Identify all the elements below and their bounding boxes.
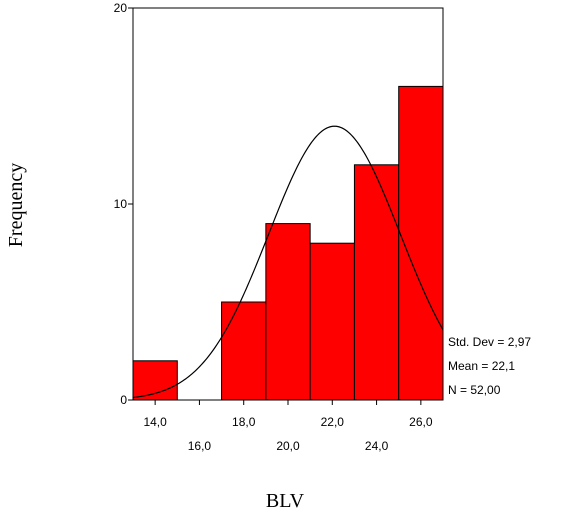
stat-label-2: N = 52,00 — [448, 383, 501, 397]
histogram-bar-0 — [132, 360, 178, 401]
x-axis-title: BLV — [266, 490, 305, 512]
statistics-block: Std. Dev = 2,97 Mean = 22,1 N = 52,00 — [448, 335, 531, 397]
x-tick-label-6: 26,0 — [409, 415, 433, 429]
y-tick-label-0: 0 — [120, 393, 127, 407]
histogram-bar-4 — [309, 242, 355, 401]
x-tick-label-0: 14,0 — [143, 415, 167, 429]
histogram-bar-3 — [265, 223, 311, 401]
y-tick-label-2: 20 — [114, 1, 128, 15]
stat-label-1: Mean = 22,1 — [448, 359, 515, 373]
stat-label-0: Std. Dev = 2,97 — [448, 335, 531, 349]
y-axis: 0 10 20 — [114, 1, 133, 407]
histogram-bar-6 — [398, 85, 444, 401]
x-tick-label-2: 18,0 — [232, 415, 256, 429]
y-axis-title: Frequency — [5, 163, 27, 247]
normal-curve — [132, 125, 444, 399]
x-tick-label-3: 20,0 — [276, 439, 300, 453]
y-tick-label-1: 10 — [114, 197, 128, 211]
histogram-bars — [132, 85, 444, 401]
x-axis: 14,0 16,0 18,0 20,0 22,0 24,0 26,0 — [143, 400, 433, 453]
x-tick-label-4: 22,0 — [321, 415, 345, 429]
x-tick-label-1: 16,0 — [188, 439, 212, 453]
histogram-bar-5 — [353, 164, 400, 401]
x-tick-label-5: 24,0 — [365, 439, 389, 453]
histogram-bar-2 — [221, 301, 267, 401]
